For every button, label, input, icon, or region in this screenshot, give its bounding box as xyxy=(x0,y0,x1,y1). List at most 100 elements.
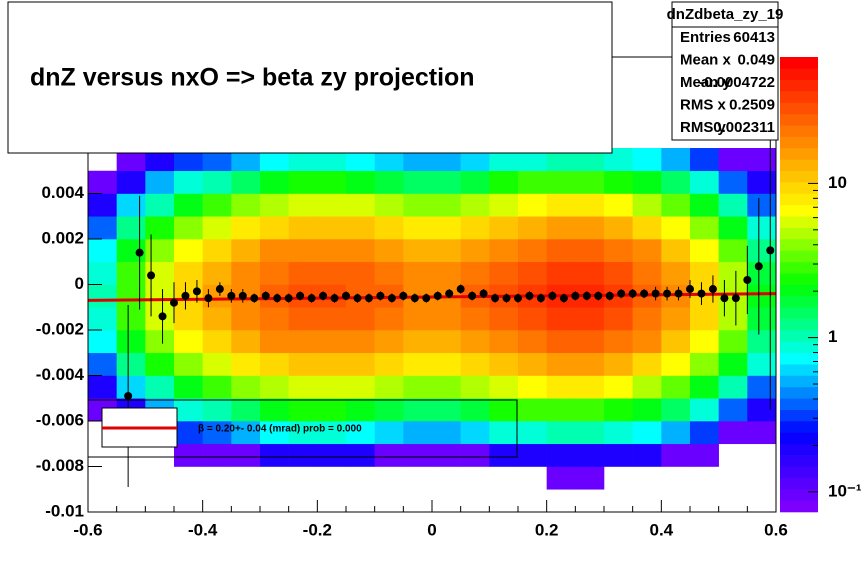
heat-cell xyxy=(260,261,289,285)
heat-cell xyxy=(604,148,633,172)
heat-cell xyxy=(88,261,117,285)
colorbar-step xyxy=(780,91,818,103)
heat-cell xyxy=(432,261,461,285)
heat-cell xyxy=(747,193,777,217)
heat-cell xyxy=(432,330,461,354)
y-tick-label: -0.004 xyxy=(36,365,85,384)
heat-cell xyxy=(460,261,490,285)
heat-cell xyxy=(690,193,719,217)
heat-cell xyxy=(374,239,404,263)
heat-cell xyxy=(718,261,748,285)
heat-cell xyxy=(690,216,719,240)
profile-point xyxy=(170,298,178,307)
heat-cell xyxy=(690,352,719,376)
heat-cell xyxy=(202,148,232,172)
heat-cell xyxy=(288,330,318,354)
heat-cell xyxy=(231,148,261,172)
profile-point xyxy=(296,291,305,300)
heat-cell xyxy=(604,443,633,467)
profile-point xyxy=(410,294,419,303)
heat-cell xyxy=(518,193,547,217)
heat-cell xyxy=(460,148,490,172)
profile-point xyxy=(273,294,282,303)
colorbar-step xyxy=(780,489,818,501)
heat-cell xyxy=(575,421,605,445)
profile-point xyxy=(238,291,247,300)
heat-cell xyxy=(489,330,519,354)
profile-point xyxy=(697,289,706,298)
y-tick-label: -0.01 xyxy=(45,501,84,520)
heat-cell xyxy=(317,421,347,445)
colorbar-step xyxy=(780,170,818,183)
colorbar-step xyxy=(780,398,818,410)
heat-cell xyxy=(202,375,232,399)
heat-cell xyxy=(231,193,261,217)
heat-cell xyxy=(632,261,662,285)
colorbar-step xyxy=(780,318,818,331)
heat-cell xyxy=(747,239,777,263)
fit-line xyxy=(87,292,777,302)
heat-cell xyxy=(460,216,490,240)
heat-cell xyxy=(489,170,519,194)
heat-cell xyxy=(202,330,232,354)
colorbar-step xyxy=(780,352,818,365)
heat-cell xyxy=(661,307,691,331)
heat-cell xyxy=(460,330,490,354)
colorbar-step xyxy=(780,113,818,126)
profile-point xyxy=(651,289,660,298)
profile-point xyxy=(536,294,545,303)
profile-point xyxy=(605,291,614,300)
profile-point xyxy=(525,291,534,300)
profile-point xyxy=(674,289,683,298)
heat-cell xyxy=(374,421,404,445)
colorbar-step xyxy=(780,227,818,240)
heat-cell xyxy=(174,443,203,467)
heat-cell xyxy=(346,307,375,331)
heat-cell xyxy=(374,443,404,467)
heat-cell xyxy=(231,375,261,399)
heat-cell xyxy=(260,307,289,331)
y-tick-label: -0.008 xyxy=(36,456,84,475)
profile-point xyxy=(766,246,775,255)
profile-point xyxy=(468,291,477,300)
heat-cell xyxy=(231,170,261,194)
heat-cell xyxy=(632,352,662,376)
profile-point xyxy=(307,294,316,303)
profile-point xyxy=(399,291,408,300)
heat-cell xyxy=(489,421,519,445)
heat-cell xyxy=(546,352,576,376)
profile-point xyxy=(456,285,465,294)
profile-point xyxy=(617,289,626,298)
colorbar-step xyxy=(780,386,818,399)
heat-cell xyxy=(460,307,490,331)
colorbar-step xyxy=(780,330,818,342)
heat-cell xyxy=(202,307,232,331)
profile-point xyxy=(640,289,649,298)
heat-cell xyxy=(231,216,261,240)
colorbar-step xyxy=(780,500,818,513)
profile-point xyxy=(227,291,236,300)
colorbar-step xyxy=(780,125,818,137)
profile-point xyxy=(754,262,763,271)
colorbar-step xyxy=(780,136,818,149)
heat-cell xyxy=(116,284,146,308)
heat-cell xyxy=(518,148,547,172)
heat-cell xyxy=(518,170,547,194)
heat-cell xyxy=(432,375,461,399)
heat-cell xyxy=(374,398,404,422)
heat-cell xyxy=(690,239,719,263)
heat-cell xyxy=(489,148,519,172)
heat-cell xyxy=(88,216,117,240)
heat-cell xyxy=(718,330,748,354)
heat-cell xyxy=(174,148,203,172)
stats-value: 0.2509 xyxy=(729,96,775,113)
profile-point xyxy=(215,285,224,294)
heat-cell xyxy=(518,421,547,445)
heat-cell xyxy=(374,352,404,376)
heat-cell xyxy=(288,239,318,263)
profile-point xyxy=(342,291,350,300)
heat-cell xyxy=(346,398,375,422)
heat-cell xyxy=(260,443,289,467)
stats-name: Entries xyxy=(680,29,731,46)
heat-cell xyxy=(518,216,547,240)
